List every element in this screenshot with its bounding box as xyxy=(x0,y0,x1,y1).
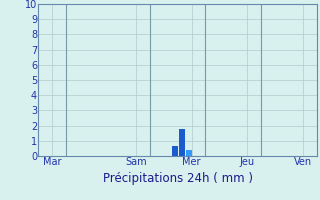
X-axis label: Précipitations 24h ( mm ): Précipitations 24h ( mm ) xyxy=(103,172,252,185)
Bar xyxy=(179,129,185,156)
Bar xyxy=(172,146,178,156)
Bar xyxy=(186,150,192,156)
